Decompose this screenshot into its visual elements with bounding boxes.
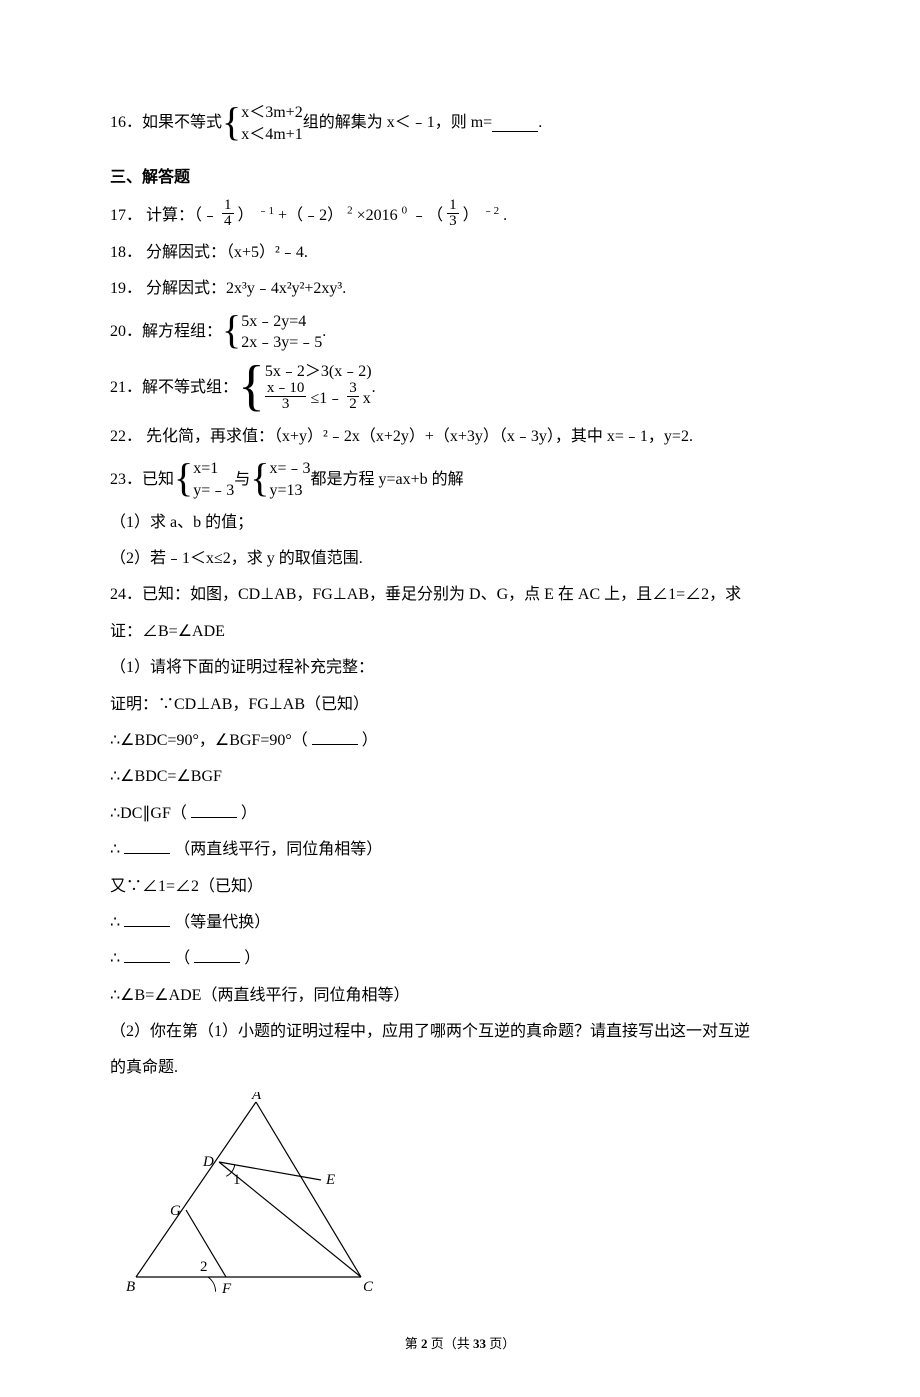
fill-blank[interactable] xyxy=(191,801,237,818)
q24-l2: 证：∠B=∠ADE xyxy=(110,617,810,647)
q24-l13: （2）你在第（1）小题的证明过程中，应用了哪两个互逆的真命题？请直接写出这一对互… xyxy=(110,1017,810,1047)
svg-text:1: 1 xyxy=(233,1172,241,1188)
t: ×2016 xyxy=(357,207,398,224)
q16-system: x＜3m+2 x＜4m+1 xyxy=(241,102,302,145)
question-22: 22． 先化简，再求值：（x+y）²﹣2x（x+2y）+（x+3y）（x﹣3y）… xyxy=(110,422,810,452)
fraction: 1 3 xyxy=(447,198,459,231)
q-num: 20． xyxy=(110,317,142,347)
q24-l14: 的真命题. xyxy=(110,1053,810,1083)
triangle-diagram: A B C D E G F 1 2 xyxy=(126,1092,810,1308)
q-num: 23． xyxy=(110,465,142,495)
q23-part2: （2）若﹣1＜x≤2，求 y 的取值范围. xyxy=(110,544,810,574)
q-text: 分解因式：（x+5）²﹣4. xyxy=(146,244,308,261)
svg-text:B: B xyxy=(126,1279,135,1295)
question-18: 18． 分解因式：（x+5）²﹣4. xyxy=(110,238,810,268)
q23-sys1: x=1 y=﹣3 xyxy=(193,458,234,501)
brace-icon: { xyxy=(250,458,269,498)
t: 都是方程 y=ax+b 的解 xyxy=(311,465,464,495)
svg-text:D: D xyxy=(202,1154,214,1170)
q24-l12: ∴∠B=∠ADE（两直线平行，同位角相等） xyxy=(110,981,810,1011)
question-23: 23． 已知 { x=1 y=﹣3 与 { x=﹣3 y=13 都是方程 y=a… xyxy=(110,458,810,501)
q20-label: 解方程组： xyxy=(142,317,222,347)
q-num: 18． xyxy=(110,244,142,261)
t: ≤1﹣ xyxy=(310,390,343,407)
svg-text:G: G xyxy=(170,1203,181,1219)
q-num: 21． xyxy=(110,373,142,403)
t: x xyxy=(363,390,371,407)
svg-text:C: C xyxy=(363,1279,374,1295)
q24-l3: （1）请将下面的证明过程补充完整： xyxy=(110,653,810,683)
fill-blank[interactable] xyxy=(124,910,170,927)
exp: 2 xyxy=(347,204,353,216)
t: ） xyxy=(238,207,254,224)
q-text: 分解因式：2x³y﹣4x²y²+2xy³. xyxy=(146,280,346,297)
q16-r2: x＜4m+1 xyxy=(241,124,302,146)
brace-icon: { xyxy=(238,358,265,414)
q16-mid: 组的解集为 x＜﹣1，则 m= xyxy=(303,108,492,138)
page-footer: 第 2 页（共 33 页） xyxy=(110,1332,810,1357)
t: . xyxy=(503,207,507,224)
q16-pre: 如果不等式 xyxy=(142,108,222,138)
q-num: 16． xyxy=(110,108,142,138)
q-num: 17． xyxy=(110,207,142,224)
q23-sys2: x=﹣3 y=13 xyxy=(269,458,310,501)
period: . xyxy=(372,373,376,403)
question-19: 19． 分解因式：2x³y﹣4x²y²+2xy³. xyxy=(110,274,810,304)
q24-l7: ∴DC∥GF（ ） xyxy=(110,799,810,829)
t: 与 xyxy=(234,465,250,495)
q20-system: 5x﹣2y=4 2x﹣3y=﹣5 xyxy=(241,311,322,354)
t: 计算：（﹣ xyxy=(146,207,218,224)
svg-text:A: A xyxy=(251,1092,262,1103)
t: ﹣（ xyxy=(411,207,443,224)
fill-blank[interactable] xyxy=(194,946,240,963)
brace-icon: { xyxy=(222,102,241,142)
exp: ﹣2 xyxy=(483,205,500,217)
q20-r2: 2x﹣3y=﹣5 xyxy=(241,332,322,354)
question-20: 20． 解方程组： { 5x﹣2y=4 2x﹣3y=﹣5 . xyxy=(110,311,810,354)
t: +（﹣2） xyxy=(278,207,343,224)
svg-text:E: E xyxy=(325,1172,335,1188)
q-num: 22． xyxy=(110,428,142,445)
t: 已知 xyxy=(142,465,174,495)
question-17: 17． 计算：（﹣ 1 4 ） ﹣1 +（﹣2） 2 ×2016 0 ﹣（ 1 … xyxy=(110,200,810,233)
q24-l11: ∴ （ ） xyxy=(110,944,810,974)
q-num: 19． xyxy=(110,280,142,297)
fraction: 1 4 xyxy=(222,198,234,231)
q24-l5: ∴∠BDC=90°，∠BGF=90°（ ） xyxy=(110,726,810,756)
svg-text:F: F xyxy=(221,1281,232,1297)
exp: 0 xyxy=(402,204,408,216)
q21-label: 解不等式组： xyxy=(142,373,238,403)
q16-r1: x＜3m+2 xyxy=(241,102,302,124)
q20-r1: 5x﹣2y=4 xyxy=(241,311,322,333)
brace-icon: { xyxy=(222,310,241,350)
t: ） xyxy=(463,207,479,224)
fill-blank[interactable] xyxy=(492,115,538,132)
svg-text:2: 2 xyxy=(200,1259,208,1275)
fraction: 3 2 xyxy=(347,381,359,414)
period: . xyxy=(322,317,326,347)
section-3-header: 三、解答题 xyxy=(110,163,810,193)
q24-l1: 24．已知：如图，CD⊥AB，FG⊥AB，垂足分别为 D、G，点 E 在 AC … xyxy=(110,580,810,610)
q24-l8: ∴ （两直线平行，同位角相等） xyxy=(110,835,810,865)
q21-system: 5x﹣2＞3(x﹣2) x﹣10 3 ≤1﹣ 3 2 x xyxy=(265,361,372,415)
q24-l4: 证明：∵CD⊥AB，FG⊥AB（已知） xyxy=(110,690,810,720)
exp: ﹣1 xyxy=(258,205,275,217)
fill-blank[interactable] xyxy=(312,728,358,745)
fill-blank[interactable] xyxy=(124,837,170,854)
triangle-svg: A B C D E G F 1 2 xyxy=(126,1092,386,1297)
question-16: 16． 如果不等式 { x＜3m+2 x＜4m+1 组的解集为 x＜﹣1，则 m… xyxy=(110,102,810,145)
fraction: x﹣10 3 xyxy=(265,381,307,414)
q16-post: . xyxy=(538,108,542,138)
q21-r2: x﹣10 3 ≤1﹣ 3 2 x xyxy=(265,383,372,416)
fill-blank[interactable] xyxy=(124,946,170,963)
brace-icon: { xyxy=(174,458,193,498)
question-21: 21． 解不等式组： { 5x﹣2＞3(x﹣2) x﹣10 3 ≤1﹣ 3 2 … xyxy=(110,360,810,416)
q-text: 先化简，再求值：（x+y）²﹣2x（x+2y）+（x+3y）（x﹣3y），其中 … xyxy=(146,428,693,445)
q24-l6: ∴∠BDC=∠BGF xyxy=(110,762,810,792)
q24-l10: ∴ （等量代换） xyxy=(110,908,810,938)
q23-part1: （1）求 a、b 的值； xyxy=(110,508,810,538)
q24-l9: 又∵∠1=∠2（已知） xyxy=(110,872,810,902)
